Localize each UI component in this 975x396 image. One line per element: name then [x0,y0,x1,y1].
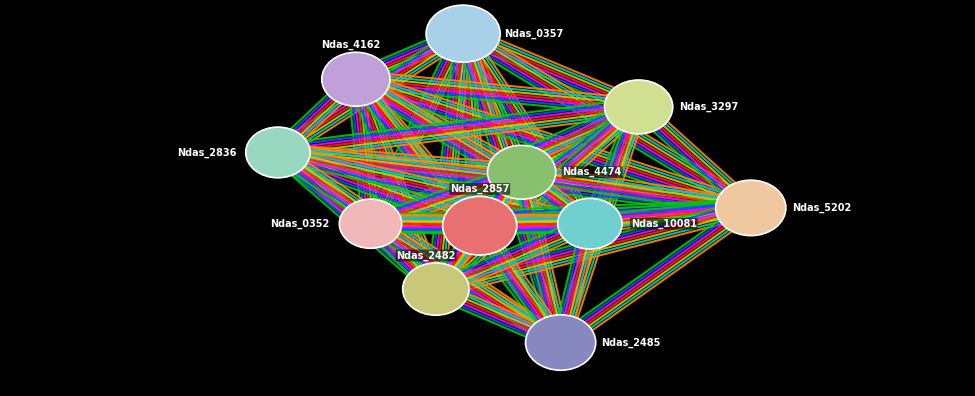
Text: Ndas_10081: Ndas_10081 [631,219,697,229]
Text: Ndas_4474: Ndas_4474 [563,167,622,177]
Text: Ndas_3297: Ndas_3297 [680,102,739,112]
Ellipse shape [443,196,517,255]
Ellipse shape [526,315,596,370]
Ellipse shape [403,263,469,315]
Text: Ndas_0352: Ndas_0352 [270,219,330,229]
Text: Ndas_0357: Ndas_0357 [504,29,564,39]
Text: Ndas_4162: Ndas_4162 [322,39,380,50]
Ellipse shape [716,180,786,236]
Ellipse shape [604,80,673,134]
Text: Ndas_5202: Ndas_5202 [792,203,851,213]
Ellipse shape [339,199,402,248]
Ellipse shape [426,5,500,62]
Ellipse shape [558,198,622,249]
Text: Ndas_2857: Ndas_2857 [450,184,509,194]
Ellipse shape [488,145,556,199]
Text: Ndas_2836: Ndas_2836 [177,147,237,158]
Text: Ndas_2482: Ndas_2482 [397,250,455,261]
Ellipse shape [322,52,390,106]
Ellipse shape [246,127,310,178]
Text: Ndas_2485: Ndas_2485 [602,337,661,348]
